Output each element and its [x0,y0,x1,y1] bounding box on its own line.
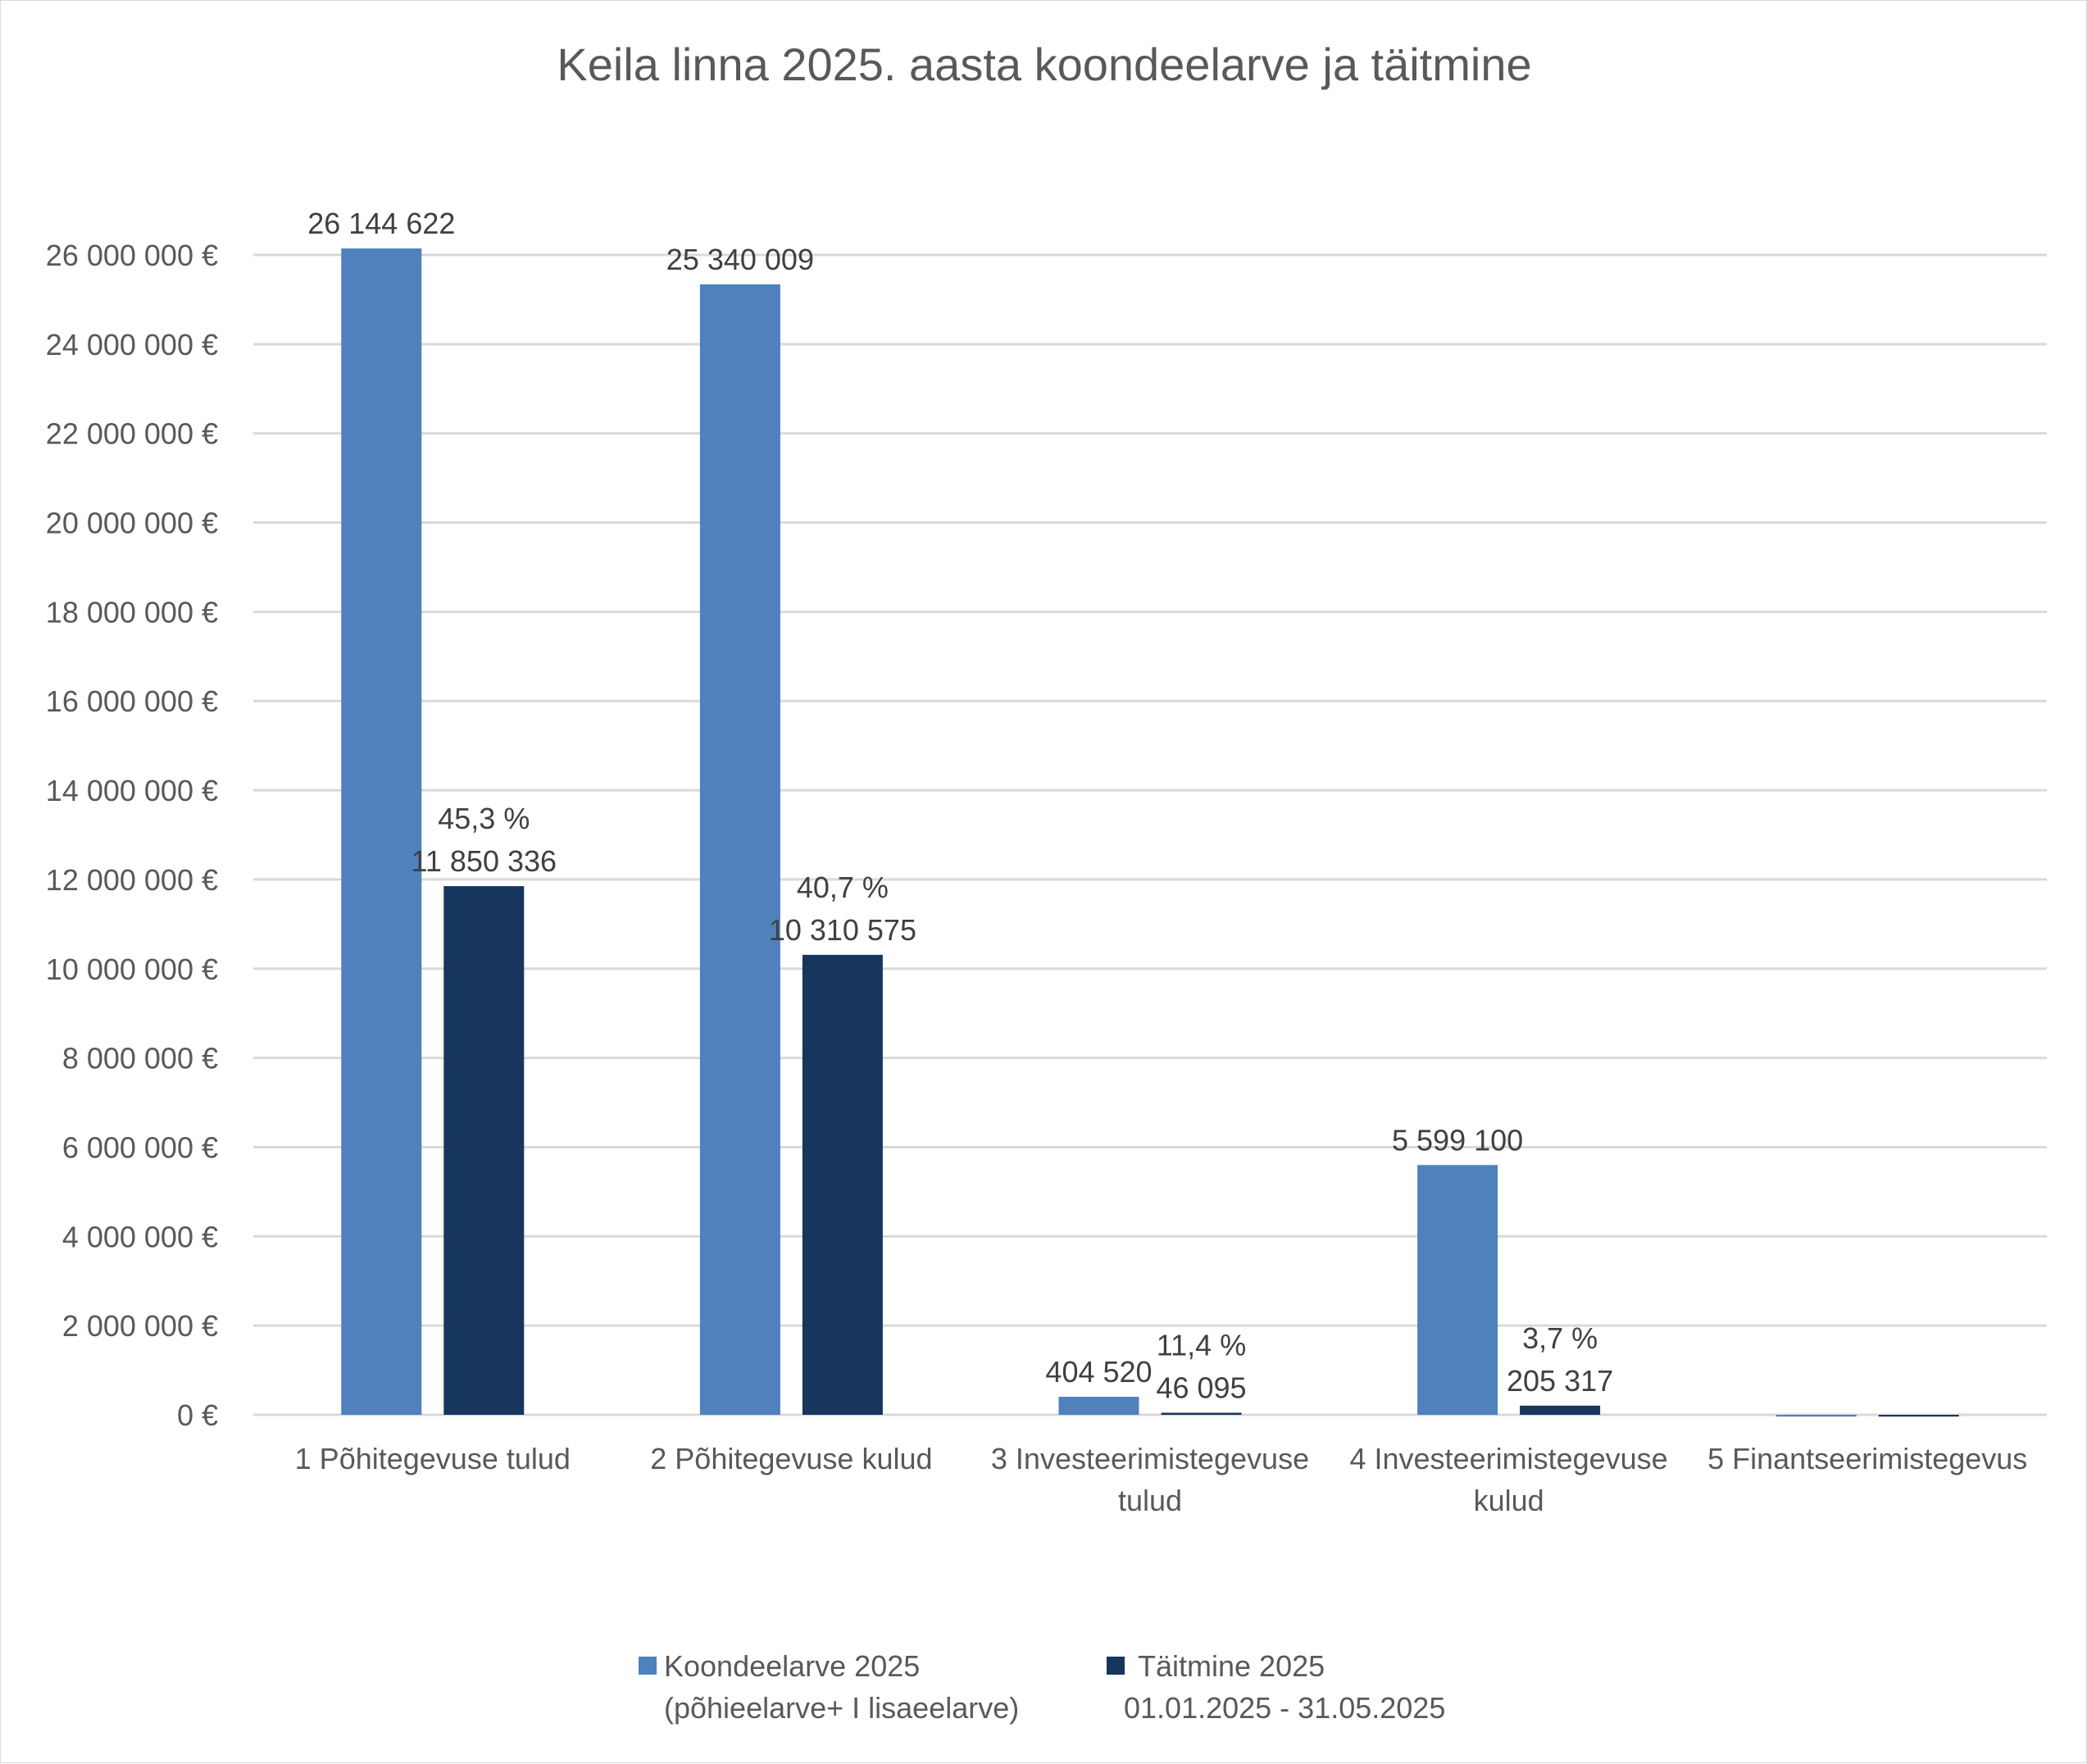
data-label: 3,7 % [1522,1321,1598,1355]
legend-swatch [1107,1657,1125,1675]
bar-s1-c5 [1776,1415,1857,1417]
bar-s1-c2 [699,284,780,1416]
y-tick-label: 12 000 000 € [46,863,218,897]
legend-label: Täitmine 2025 [1138,1649,1325,1683]
category-label: 2 Põhitegevuse kulud [650,1442,932,1475]
y-tick-label: 10 000 000 € [46,952,218,986]
y-tick-label: 0 € [177,1398,218,1432]
y-tick-label: 6 000 000 € [62,1130,218,1164]
category-label: 4 Investeerimistegevuse [1349,1442,1667,1475]
data-label: 40,7 % [797,871,889,904]
x-axis-categories: 1 Põhitegevuse tulud 2 Põhitegevuse kulud… [295,1442,2028,1517]
data-label: 11 850 336 [411,844,557,878]
y-tick-label: 24 000 000 € [46,328,218,361]
y-axis-ticks: 0 € 2 000 000 € 4 000 000 € 6 000 000 € 8 00… [46,239,218,1432]
data-labels: 26 144 622 45,3 % 11 850 336 25 340 009 40,7… [307,207,1613,1404]
gridlines [253,253,2047,1416]
bar-s1-c4 [1417,1165,1498,1415]
category-label: 3 Investeerimistegevuse [991,1442,1309,1475]
bar-s2-c3 [1161,1412,1242,1415]
y-tick-label: 8 000 000 € [62,1042,218,1075]
bars [341,248,1959,1417]
y-tick-label: 22 000 000 € [46,417,218,451]
bar-s1-c3 [1058,1396,1139,1415]
legend-swatch [639,1657,657,1675]
data-label: 5 599 100 [1392,1123,1523,1157]
y-tick-label: 4 000 000 € [62,1220,218,1253]
data-label: 10 310 575 [769,913,916,947]
y-tick-label: 26 000 000 € [46,239,218,272]
bar-s1-c1 [341,248,422,1416]
y-tick-label: 16 000 000 € [46,684,218,718]
data-label: 45,3 % [438,802,530,835]
bar-s2-c4 [1520,1405,1601,1415]
bar-s2-c5 [1878,1415,1959,1417]
data-label: 26 144 622 [307,207,455,240]
data-label: 205 317 [1507,1364,1613,1398]
data-label: 404 520 [1045,1355,1152,1389]
legend-label: Koondeelarve 2025 [664,1649,920,1683]
category-label: tulud [1118,1484,1182,1517]
y-tick-label: 18 000 000 € [46,595,218,629]
chart-title: Keila linna 2025. aasta koondeelarve ja … [557,39,1531,90]
data-label: 11,4 % [1157,1328,1246,1362]
bar-s2-c1 [443,886,525,1415]
category-label: 5 Finantseerimistegevus [1707,1442,2027,1475]
y-tick-label: 2 000 000 € [62,1309,218,1343]
legend-label: 01.01.2025 - 31.05.2025 [1124,1691,1445,1725]
legend-label: (põhieelarve+ I lisaeelarve) [664,1691,1019,1725]
y-tick-label: 20 000 000 € [46,507,218,540]
legend: Koondeelarve 2025 (põhieelarve+ I lisaeel… [639,1649,1445,1725]
category-label: 1 Põhitegevuse tulud [295,1442,571,1475]
data-label: 25 340 009 [666,243,814,276]
category-label: kulud [1474,1484,1544,1517]
y-tick-label: 14 000 000 € [46,774,218,807]
data-label: 46 095 [1156,1371,1246,1404]
bar-s2-c2 [802,954,883,1415]
